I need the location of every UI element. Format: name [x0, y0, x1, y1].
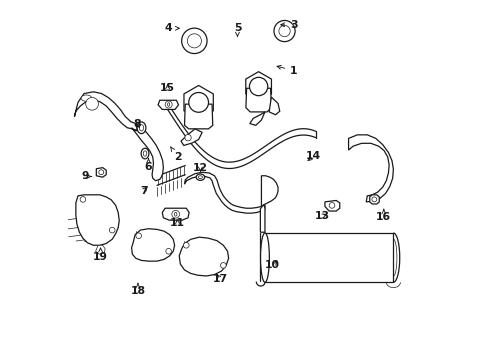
- Polygon shape: [96, 245, 105, 254]
- Polygon shape: [181, 129, 202, 145]
- Ellipse shape: [143, 151, 146, 156]
- Ellipse shape: [141, 148, 148, 159]
- Polygon shape: [269, 97, 279, 115]
- Text: 7: 7: [140, 186, 147, 195]
- Circle shape: [181, 28, 206, 54]
- Ellipse shape: [260, 233, 269, 282]
- Circle shape: [109, 227, 115, 233]
- Polygon shape: [158, 100, 178, 109]
- Text: 4: 4: [164, 23, 179, 33]
- Circle shape: [136, 233, 141, 239]
- Text: 15: 15: [160, 83, 175, 93]
- Polygon shape: [264, 233, 392, 282]
- Ellipse shape: [139, 125, 143, 131]
- Text: 1: 1: [277, 66, 297, 76]
- Circle shape: [165, 248, 171, 254]
- Text: 3: 3: [280, 20, 297, 30]
- Polygon shape: [261, 176, 278, 207]
- Polygon shape: [184, 172, 264, 213]
- Polygon shape: [162, 208, 189, 220]
- Ellipse shape: [137, 122, 145, 134]
- Polygon shape: [245, 72, 271, 101]
- Circle shape: [184, 135, 191, 141]
- Circle shape: [165, 101, 172, 108]
- Text: 2: 2: [170, 147, 181, 162]
- Text: 17: 17: [212, 274, 227, 284]
- Circle shape: [220, 262, 225, 268]
- Circle shape: [273, 21, 295, 42]
- Polygon shape: [76, 195, 119, 245]
- Polygon shape: [324, 201, 339, 211]
- Text: 10: 10: [264, 260, 280, 270]
- Polygon shape: [369, 195, 379, 204]
- Text: 9: 9: [81, 171, 91, 181]
- Polygon shape: [179, 237, 228, 276]
- Polygon shape: [245, 88, 271, 112]
- Polygon shape: [249, 112, 264, 125]
- Text: 19: 19: [93, 248, 108, 262]
- Circle shape: [188, 93, 208, 112]
- Ellipse shape: [81, 95, 92, 101]
- Text: 6: 6: [144, 159, 152, 172]
- Circle shape: [249, 77, 267, 96]
- Text: 18: 18: [130, 283, 145, 296]
- Text: 8: 8: [133, 118, 141, 129]
- Polygon shape: [74, 92, 139, 131]
- Text: 16: 16: [376, 209, 390, 222]
- Ellipse shape: [198, 176, 202, 179]
- Polygon shape: [96, 168, 106, 177]
- Circle shape: [328, 203, 334, 208]
- Polygon shape: [183, 85, 213, 119]
- Circle shape: [171, 210, 179, 218]
- Circle shape: [183, 242, 189, 248]
- Circle shape: [80, 197, 85, 202]
- Circle shape: [278, 26, 289, 37]
- Polygon shape: [348, 135, 392, 202]
- Circle shape: [85, 98, 98, 110]
- Text: 12: 12: [192, 163, 207, 173]
- Text: 13: 13: [314, 211, 329, 221]
- Polygon shape: [131, 123, 163, 181]
- Ellipse shape: [174, 212, 177, 216]
- Circle shape: [187, 34, 201, 48]
- Circle shape: [371, 197, 376, 202]
- Text: 5: 5: [233, 23, 241, 36]
- Circle shape: [99, 170, 103, 175]
- Ellipse shape: [196, 174, 204, 180]
- Ellipse shape: [167, 103, 169, 106]
- Polygon shape: [131, 229, 174, 261]
- Text: 14: 14: [305, 151, 320, 161]
- Polygon shape: [260, 205, 264, 232]
- Polygon shape: [184, 104, 212, 129]
- Text: 11: 11: [170, 218, 184, 228]
